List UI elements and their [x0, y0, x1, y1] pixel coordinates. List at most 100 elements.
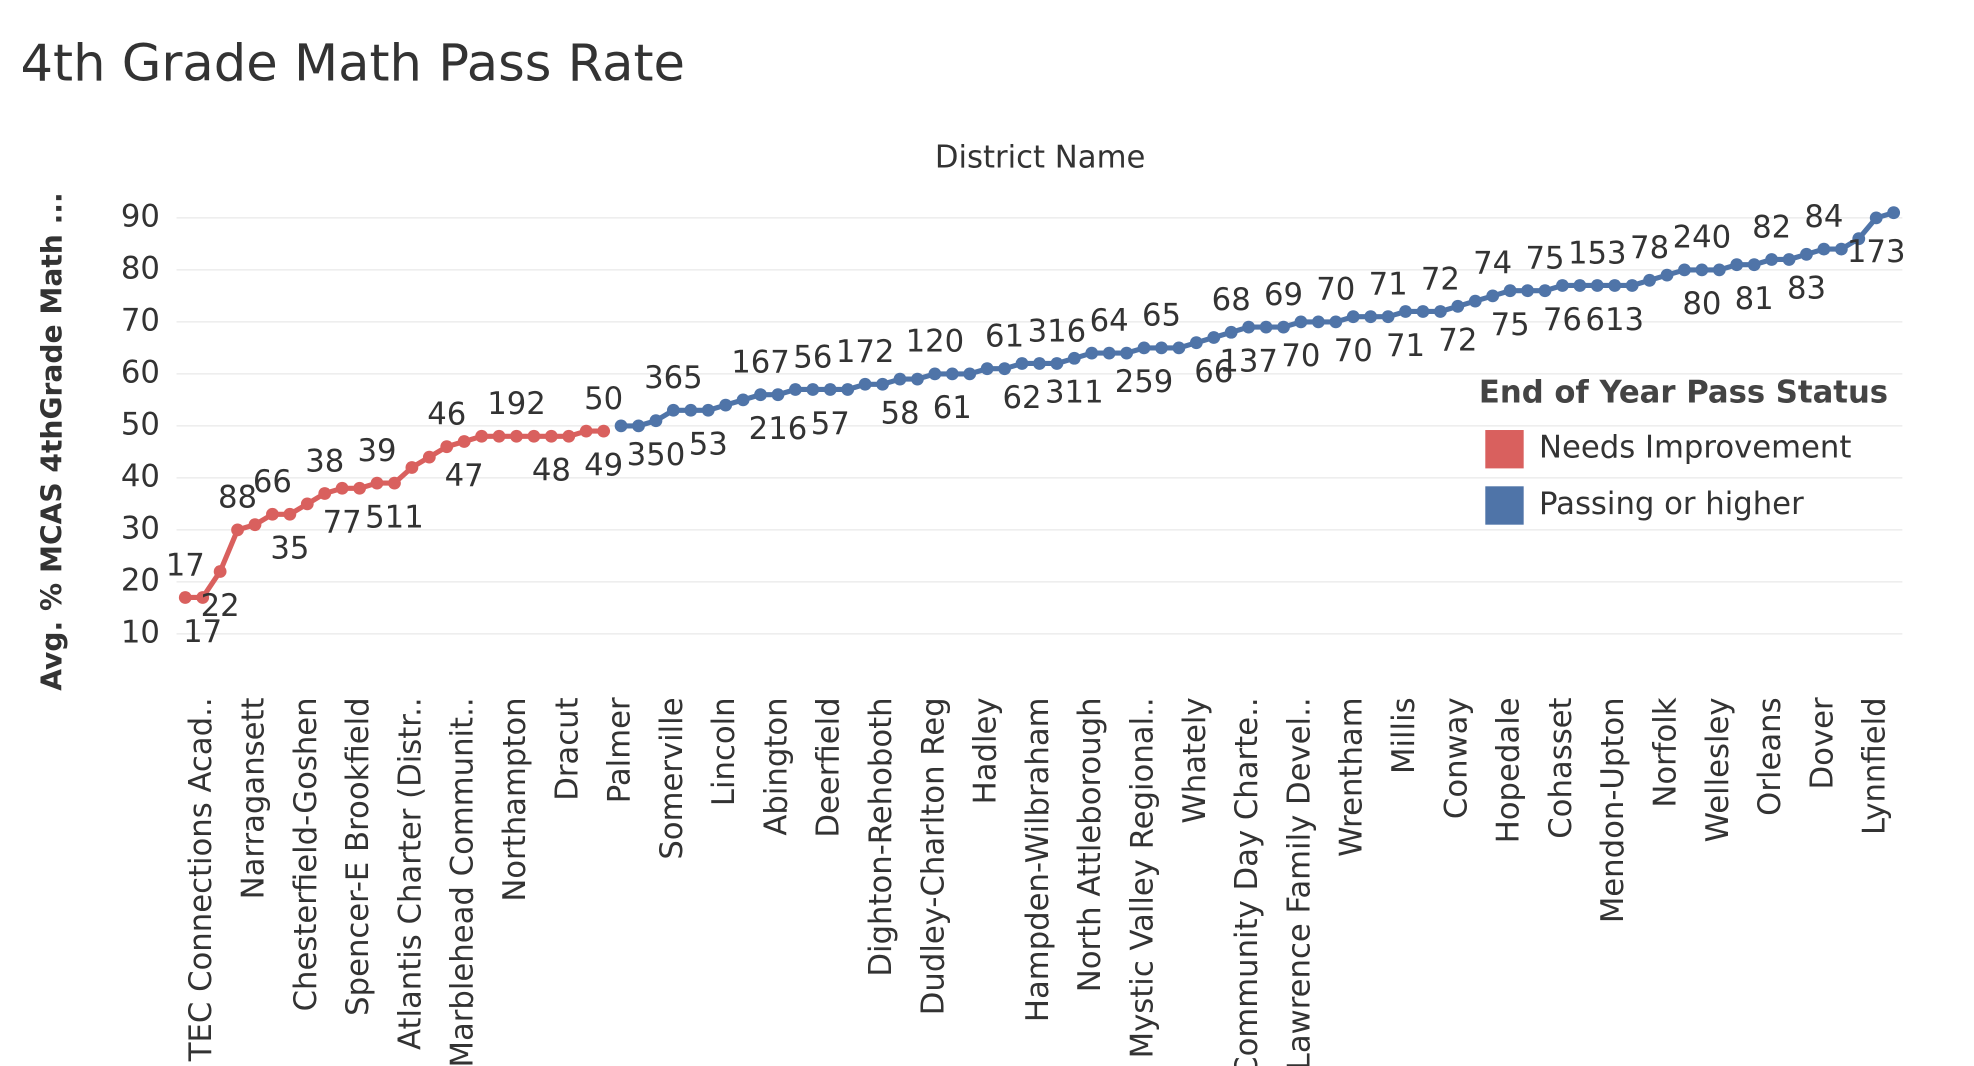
data-point	[858, 377, 872, 391]
data-point	[1259, 320, 1273, 334]
data-point	[1678, 263, 1691, 277]
point-label: 70	[1316, 273, 1355, 308]
point-label: 84	[1804, 200, 1843, 235]
data-point	[998, 362, 1011, 376]
data-point	[1712, 263, 1726, 277]
x-tick-label: Conway	[1439, 697, 1474, 819]
data-point	[1625, 279, 1639, 292]
point-label: 66	[253, 465, 292, 500]
point-label: 65	[1142, 299, 1181, 334]
point-label: 216	[749, 412, 808, 447]
data-point	[789, 383, 802, 396]
point-label: 58	[880, 396, 919, 431]
point-label: 75	[1525, 241, 1564, 276]
y-tick-label: 70	[121, 303, 160, 338]
data-point	[1486, 289, 1500, 303]
point-label: 511	[365, 500, 424, 535]
point-label: 70	[1334, 334, 1373, 369]
point-label: 38	[305, 444, 344, 479]
x-tick-label: Lawrence Family Devel..	[1282, 697, 1317, 1066]
point-label: 17	[166, 548, 205, 583]
x-tick-label: Lynnfield	[1858, 697, 1893, 835]
data-point	[405, 461, 419, 474]
data-point	[1399, 305, 1412, 318]
data-point	[544, 429, 558, 443]
x-tick-label: Marblehead Communit..	[446, 697, 481, 1066]
data-point	[231, 523, 244, 537]
x-tick-label: Mendon-Upton	[1596, 697, 1631, 923]
y-tick-label: 60	[121, 355, 160, 390]
point-label: 259	[1115, 365, 1174, 400]
data-point	[771, 388, 785, 402]
point-label: 56	[793, 340, 832, 375]
data-point	[1660, 268, 1674, 282]
point-label: 192	[487, 387, 546, 422]
data-point	[1085, 346, 1099, 360]
chart-title: 4th Grade Math Pass Rate	[20, 35, 685, 94]
point-label: 68	[1212, 283, 1251, 318]
point-label: 78	[1630, 231, 1669, 266]
data-point	[1381, 310, 1395, 324]
point-label: 311	[1045, 376, 1104, 411]
point-label: 48	[532, 454, 571, 489]
data-point	[213, 565, 227, 578]
data-point	[388, 476, 401, 490]
legend-label: Needs Improvement	[1539, 431, 1851, 466]
x-tick-label: Dudley-Charlton Reg	[916, 697, 951, 1015]
data-point	[614, 419, 628, 433]
point-label: 88	[218, 481, 257, 516]
data-point	[963, 367, 977, 381]
data-point	[649, 414, 663, 428]
data-point	[475, 429, 489, 443]
data-point	[1346, 310, 1360, 324]
data-point	[806, 383, 820, 396]
data-point	[1207, 331, 1221, 344]
x-axis-title: District Name	[935, 140, 1146, 175]
data-point	[754, 388, 767, 402]
data-point	[1468, 294, 1482, 308]
data-point	[178, 591, 192, 604]
data-point	[1747, 258, 1761, 272]
data-point	[440, 440, 454, 454]
data-point	[1852, 232, 1866, 246]
data-point	[1887, 206, 1901, 220]
data-point	[719, 398, 733, 412]
data-point	[266, 507, 279, 521]
data-point	[1521, 284, 1534, 298]
y-tick-label: 40	[121, 459, 160, 494]
y-tick-label: 80	[121, 251, 160, 286]
point-label: 172	[836, 335, 895, 370]
x-tick-label: Millis	[1387, 697, 1422, 774]
data-point	[1503, 284, 1517, 298]
x-tick-label: Abington	[759, 697, 794, 835]
data-point	[335, 481, 349, 495]
point-label: 76	[1543, 303, 1582, 338]
point-label: 83	[1787, 272, 1826, 307]
data-point	[1155, 341, 1168, 355]
data-point	[510, 429, 523, 443]
data-point	[841, 383, 855, 396]
data-point	[1015, 357, 1029, 370]
data-point	[1834, 242, 1848, 256]
data-point	[945, 367, 959, 381]
data-point	[1067, 351, 1081, 365]
point-label: 53	[689, 428, 728, 463]
data-point	[1590, 279, 1604, 292]
data-point	[1033, 357, 1046, 370]
data-point	[1643, 273, 1656, 287]
data-point	[353, 481, 366, 495]
point-label: 72	[1421, 262, 1460, 297]
data-point	[1364, 310, 1378, 324]
x-tick-label: Lincoln	[707, 697, 742, 806]
data-point	[248, 518, 262, 532]
point-label: 17	[183, 615, 222, 650]
point-label: 71	[1369, 267, 1408, 302]
point-label: 71	[1386, 329, 1425, 364]
legend-swatch	[1485, 430, 1524, 469]
point-label: 39	[357, 434, 396, 469]
point-label: 57	[811, 407, 850, 442]
point-label: 350	[627, 438, 686, 473]
data-point	[492, 429, 506, 443]
